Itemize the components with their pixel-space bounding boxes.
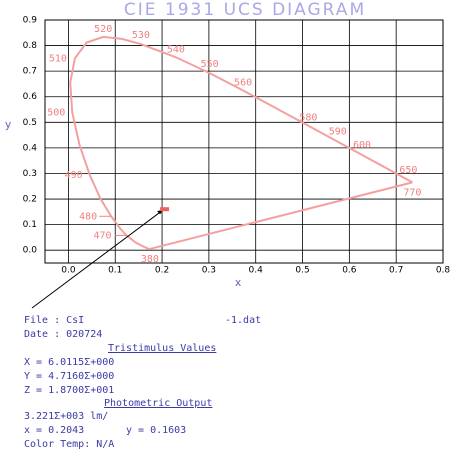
wavelength-label: 550 [201, 59, 219, 70]
info-heading: Tristimulus Values [108, 343, 216, 354]
x-tick-label: 0.6 [342, 266, 357, 276]
y-tick-label: 0.2 [23, 195, 37, 205]
x-tick-label: 0.8 [436, 266, 451, 276]
wavelength-label: 490 [65, 170, 83, 181]
wavelength-label: 480 [79, 211, 97, 222]
wavelength-label: 510 [49, 53, 67, 64]
info-date: Date : 020724 [24, 329, 102, 340]
x-tick-label: 0.7 [389, 266, 403, 276]
x-tick-label: 0.1 [108, 266, 122, 276]
wavelength-label: 470 [93, 230, 111, 241]
x-tick-label: 0.4 [249, 266, 264, 276]
sample-point [160, 207, 170, 212]
info-line: y = 0.1603 [126, 425, 186, 436]
wavelength-label: 770 [403, 187, 421, 198]
info-line: Color Temp: N/A [24, 439, 114, 450]
wavelength-label: 650 [399, 165, 417, 176]
x-tick-label: 0.0 [61, 266, 76, 276]
info-line: Y = 4.7160Σ+000 [24, 371, 114, 382]
wavelength-label: 520 [94, 24, 112, 35]
wavelength-label: 560 [234, 77, 252, 88]
y-tick-label: 0.9 [23, 16, 38, 26]
info-line: x = 0.2043 [24, 425, 84, 436]
info-heading: Photometric Output [104, 398, 212, 409]
y-tick-label: 0.7 [23, 67, 37, 77]
info-file-suffix: -1.dat [225, 315, 261, 326]
y-tick-label: 0.0 [23, 246, 38, 256]
spectral-locus [69, 35, 413, 251]
chart-title: CIE 1931 UCS DIAGRAM [124, 0, 366, 20]
y-tick-label: 0.3 [23, 169, 37, 179]
info-line: 3.221Σ+003 lm/ [24, 411, 108, 422]
y-tick-label: 0.8 [23, 41, 38, 51]
purple-line [149, 181, 413, 250]
wavelength-label: 600 [353, 140, 371, 151]
pointer-arrow [31, 208, 165, 309]
wavelength-label: 590 [329, 127, 347, 138]
y-tick-label: 0.4 [23, 143, 38, 153]
x-tick-label: 0.5 [295, 266, 309, 276]
wavelength-label: 380 [141, 254, 159, 265]
x-tick-label: 0.3 [202, 266, 216, 276]
plot-frame [44, 19, 444, 264]
y-tick-label: 0.6 [23, 92, 38, 102]
wavelength-label: 580 [299, 113, 317, 124]
wavelength-label: 530 [132, 30, 150, 41]
x-tick-label: 0.2 [155, 266, 169, 276]
y-tick-label: 0.1 [23, 220, 37, 230]
wavelength-label: 500 [47, 107, 65, 118]
info-file: File : CsI [24, 315, 84, 326]
y-axis-label: y [5, 118, 12, 131]
wavelength-label: 540 [167, 44, 185, 55]
x-axis-label: x [235, 276, 242, 289]
info-line: Z = 1.8700Σ+001 [24, 385, 114, 396]
y-tick-label: 0.5 [23, 118, 37, 128]
info-line: X = 6.0115Σ+000 [24, 357, 114, 368]
